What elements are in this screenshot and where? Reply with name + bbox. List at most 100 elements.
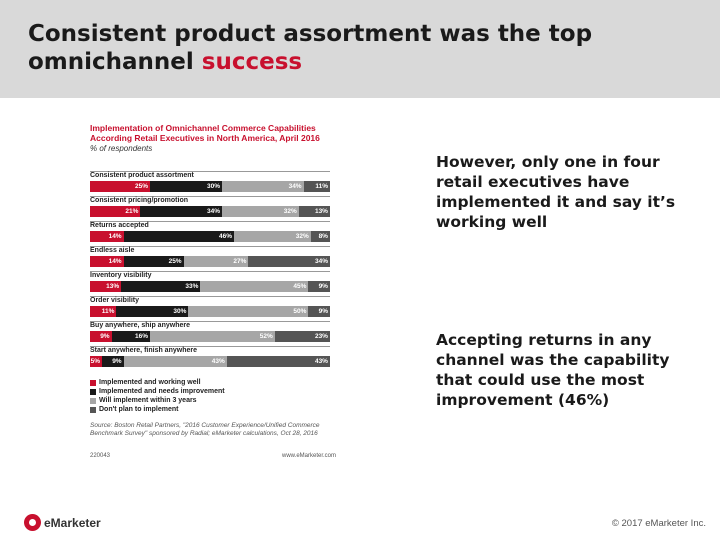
bar-segment: 32% bbox=[221, 206, 299, 217]
logo-text: eMarketer bbox=[44, 515, 101, 530]
copyright: © 2017 eMarketer Inc. bbox=[611, 518, 706, 529]
data-label: 34% bbox=[314, 258, 328, 265]
data-label: 46% bbox=[218, 233, 232, 240]
chart-legend: Implemented and working well Implemented … bbox=[90, 378, 225, 414]
category-divider bbox=[90, 321, 330, 322]
category-divider bbox=[90, 221, 330, 222]
bar-segment: 34% bbox=[222, 181, 304, 192]
category-label: Inventory visibility bbox=[90, 272, 152, 279]
data-label: 34% bbox=[206, 208, 220, 215]
data-label: 16% bbox=[134, 333, 148, 340]
category-divider bbox=[90, 196, 330, 197]
legend-label: Don't plan to implement bbox=[99, 405, 179, 413]
title-accent: success bbox=[201, 49, 303, 75]
data-label: 25% bbox=[168, 258, 182, 265]
category-label: Order visibility bbox=[90, 297, 140, 304]
legend-swatch bbox=[90, 379, 96, 386]
data-label: 8% bbox=[318, 233, 328, 240]
data-label: 43% bbox=[211, 358, 225, 365]
emarketer-logo: eMarketer bbox=[24, 514, 101, 531]
legend-label: Implemented and needs improvement bbox=[99, 387, 225, 395]
bar-segment: 13% bbox=[298, 206, 330, 217]
bar-segment: 11% bbox=[303, 181, 330, 192]
bar-segment: 25% bbox=[123, 256, 184, 267]
bar-segment: 14% bbox=[90, 256, 124, 267]
legend-swatch bbox=[90, 388, 96, 395]
bar-segment: 43% bbox=[226, 356, 330, 367]
data-label: 21% bbox=[125, 208, 139, 215]
data-label: 14% bbox=[108, 233, 122, 240]
slide-title: Consistent product assortment was the to… bbox=[28, 20, 698, 76]
chart-footer-site: www.eMarketer.com bbox=[281, 453, 336, 459]
legend-label: Will implement within 3 years bbox=[99, 396, 197, 404]
data-label: 43% bbox=[314, 358, 328, 365]
bar-segment: 9% bbox=[102, 356, 124, 367]
category-label: Endless aisle bbox=[90, 247, 135, 254]
bar-segment: 13% bbox=[90, 281, 122, 292]
bar-segment: 34% bbox=[248, 256, 330, 267]
data-label: 23% bbox=[314, 333, 328, 340]
bar-row: 13% 33% 45% 9% bbox=[90, 281, 330, 292]
data-label: 25% bbox=[134, 183, 148, 190]
data-label: 50% bbox=[293, 308, 307, 315]
data-label: 33% bbox=[185, 283, 199, 290]
chart-subtitle: % of respondents bbox=[90, 144, 153, 153]
bar-segment: 50% bbox=[188, 306, 309, 317]
bar-segment: 11% bbox=[90, 306, 117, 317]
category-divider bbox=[90, 271, 330, 272]
bar-segment: 30% bbox=[116, 306, 189, 317]
category-label: Start anywhere, finish anywhere bbox=[90, 347, 197, 354]
bar-segment: 9% bbox=[90, 331, 112, 342]
category-divider bbox=[90, 246, 330, 247]
category-label: Consistent product assortment bbox=[90, 172, 194, 179]
data-label: 32% bbox=[283, 208, 297, 215]
chart-footer-id: 220043 bbox=[90, 453, 111, 459]
category-divider bbox=[90, 346, 330, 347]
data-label: 14% bbox=[108, 258, 122, 265]
bar-segment: 21% bbox=[90, 206, 141, 217]
bar-segment: 9% bbox=[308, 281, 330, 292]
bar-segment: 5% bbox=[90, 356, 102, 367]
category-divider bbox=[90, 296, 330, 297]
category-divider bbox=[90, 171, 330, 172]
data-label: 9% bbox=[318, 308, 328, 315]
legend-item: Will implement within 3 years bbox=[90, 396, 225, 405]
data-label: 30% bbox=[173, 308, 187, 315]
bar-segment: 8% bbox=[310, 231, 330, 242]
bar-segment: 33% bbox=[121, 281, 201, 292]
note-returns: Accepting returns in any channel was the… bbox=[436, 331, 670, 409]
bar-segment: 16% bbox=[111, 331, 150, 342]
category-label: Consistent pricing/promotion bbox=[90, 197, 188, 204]
data-label: 13% bbox=[106, 283, 120, 290]
bar-row: 11% 30% 50% 9% bbox=[90, 306, 330, 317]
bar-segment: 46% bbox=[123, 231, 234, 242]
category-label: Returns accepted bbox=[90, 222, 149, 229]
data-label: 9% bbox=[112, 358, 122, 365]
bar-segment: 43% bbox=[123, 356, 227, 367]
bar-segment: 25% bbox=[90, 181, 150, 192]
legend-item: Implemented and needs improvement bbox=[90, 387, 225, 396]
stacked-bar-chart: Implementation of Omnichannel Commerce C… bbox=[86, 120, 344, 464]
bar-segment: 23% bbox=[274, 331, 330, 342]
title-bar: Consistent product assortment was the to… bbox=[0, 0, 720, 98]
data-label: 34% bbox=[288, 183, 302, 190]
bar-segment: 45% bbox=[200, 281, 309, 292]
bar-row: 14% 25% 27% 34% bbox=[90, 256, 330, 267]
chart-source: Source: Boston Retail Partners, "2016 Cu… bbox=[90, 422, 320, 437]
bar-segment: 52% bbox=[149, 331, 275, 342]
chart-title: Implementation of Omnichannel Commerce C… bbox=[90, 123, 320, 143]
legend-label: Implemented and working well bbox=[99, 378, 201, 386]
legend-swatch bbox=[90, 406, 96, 413]
logo-mark-icon bbox=[24, 514, 41, 531]
data-label: 9% bbox=[100, 333, 110, 340]
data-label: 30% bbox=[206, 183, 220, 190]
bar-row: 25% 30% 34% 11% bbox=[90, 181, 330, 192]
legend-item: Implemented and working well bbox=[90, 378, 225, 387]
data-label: 11% bbox=[315, 183, 328, 190]
bar-segment: 14% bbox=[90, 231, 124, 242]
data-label: 9% bbox=[318, 283, 328, 290]
bar-segment: 30% bbox=[150, 181, 222, 192]
bar-segment: 32% bbox=[233, 231, 311, 242]
category-label: Buy anywhere, ship anywhere bbox=[90, 322, 190, 329]
bar-row: 14% 46% 32% 8% bbox=[90, 231, 330, 242]
